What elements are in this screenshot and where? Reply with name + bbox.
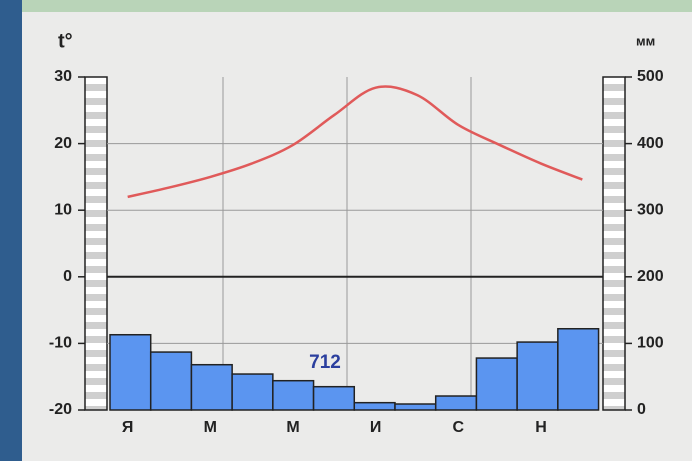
y-tick-label: 10 [54,201,72,218]
y-tick-label: -20 [49,401,72,418]
precipitation-bar [353,401,396,411]
precipitation-bar [109,333,152,411]
y2-tick-label: 300 [637,201,664,218]
precipitation-bar [557,327,600,411]
temperature-line [127,85,583,199]
y-tick-label: 20 [54,135,72,152]
left-strip [0,0,22,461]
precipitation-bar [190,363,233,411]
annotation: 712 [309,352,341,373]
precipitation-bar [231,373,274,411]
right-axis-bar [602,76,626,411]
precipitation-bar [516,341,559,411]
precipitation-bar [312,385,356,411]
y2-tick-label: 100 [637,335,664,352]
x-tick-label: Н [535,419,547,436]
y-axis-label: t° [58,30,73,52]
precipitation-bar [394,403,437,411]
precipitation-bar [434,395,478,411]
left-axis-bar [84,76,108,411]
precipitation-bar [149,351,193,411]
x-tick-label: М [204,419,217,436]
top-strip [0,0,692,12]
y2-tick-label: 500 [637,68,664,85]
x-tick-label: Я [122,419,134,436]
y2-axis-label: мм [636,33,655,48]
y-tick-label: 0 [63,268,72,285]
y2-tick-label: 200 [637,268,664,285]
x-tick-label: С [453,419,465,436]
y2-tick-label: 400 [637,135,664,152]
precipitation-bar [475,357,518,411]
precipitation-bar [272,379,315,411]
y-tick-label: 30 [54,68,72,85]
x-tick-label: М [286,419,299,436]
x-tick-label: И [370,419,382,436]
y-tick-label: -10 [49,335,72,352]
y2-tick-label: 0 [637,401,646,418]
